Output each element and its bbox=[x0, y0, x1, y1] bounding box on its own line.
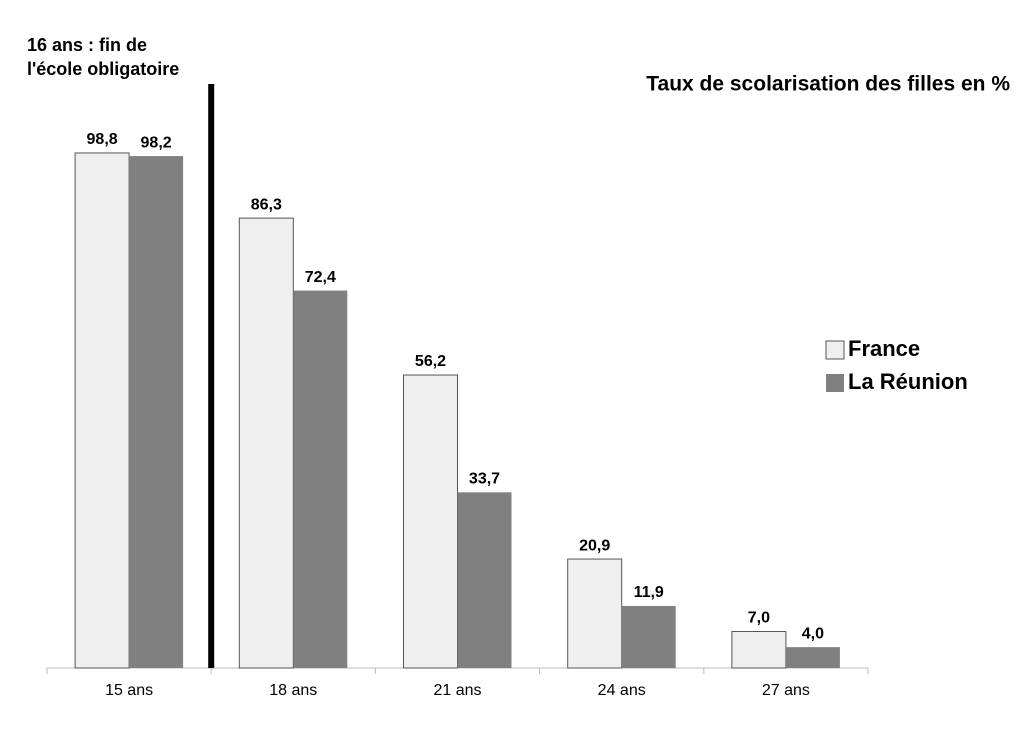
bar bbox=[567, 558, 623, 669]
x-tick-label: 15 ans bbox=[105, 682, 153, 699]
bar bbox=[785, 647, 840, 668]
value-label: 72,4 bbox=[305, 269, 336, 286]
legend-swatch bbox=[826, 374, 844, 392]
value-label: 11,9 bbox=[634, 584, 664, 601]
x-tick-label: 18 ans bbox=[269, 682, 317, 699]
bar bbox=[293, 290, 348, 668]
value-label: 33,7 bbox=[469, 471, 500, 488]
bar bbox=[621, 605, 676, 668]
value-label: 98,8 bbox=[87, 131, 118, 148]
value-label: 4,0 bbox=[802, 625, 824, 642]
chart-title: Taux de scolarisation des filles en % bbox=[646, 73, 1010, 96]
value-label: 98,2 bbox=[141, 134, 172, 151]
x-tick-label: 21 ans bbox=[433, 682, 481, 699]
legend-label: France bbox=[848, 336, 920, 361]
bar bbox=[129, 156, 184, 668]
bar bbox=[731, 631, 787, 669]
legend-label: La Réunion bbox=[848, 369, 968, 394]
bar bbox=[403, 374, 458, 669]
value-label: 7,0 bbox=[748, 610, 770, 627]
bar bbox=[74, 152, 130, 669]
value-label: 20,9 bbox=[579, 537, 610, 554]
annotation: l'école obligatoire bbox=[27, 59, 179, 79]
bar bbox=[457, 492, 512, 668]
legend-swatch bbox=[825, 340, 845, 360]
value-label: 86,3 bbox=[251, 196, 282, 213]
x-tick-label: 27 ans bbox=[762, 682, 810, 699]
x-tick-label: 24 ans bbox=[598, 682, 646, 699]
bar bbox=[238, 217, 294, 669]
annotation: 16 ans : fin de bbox=[27, 35, 147, 55]
value-label: 56,2 bbox=[415, 353, 446, 370]
